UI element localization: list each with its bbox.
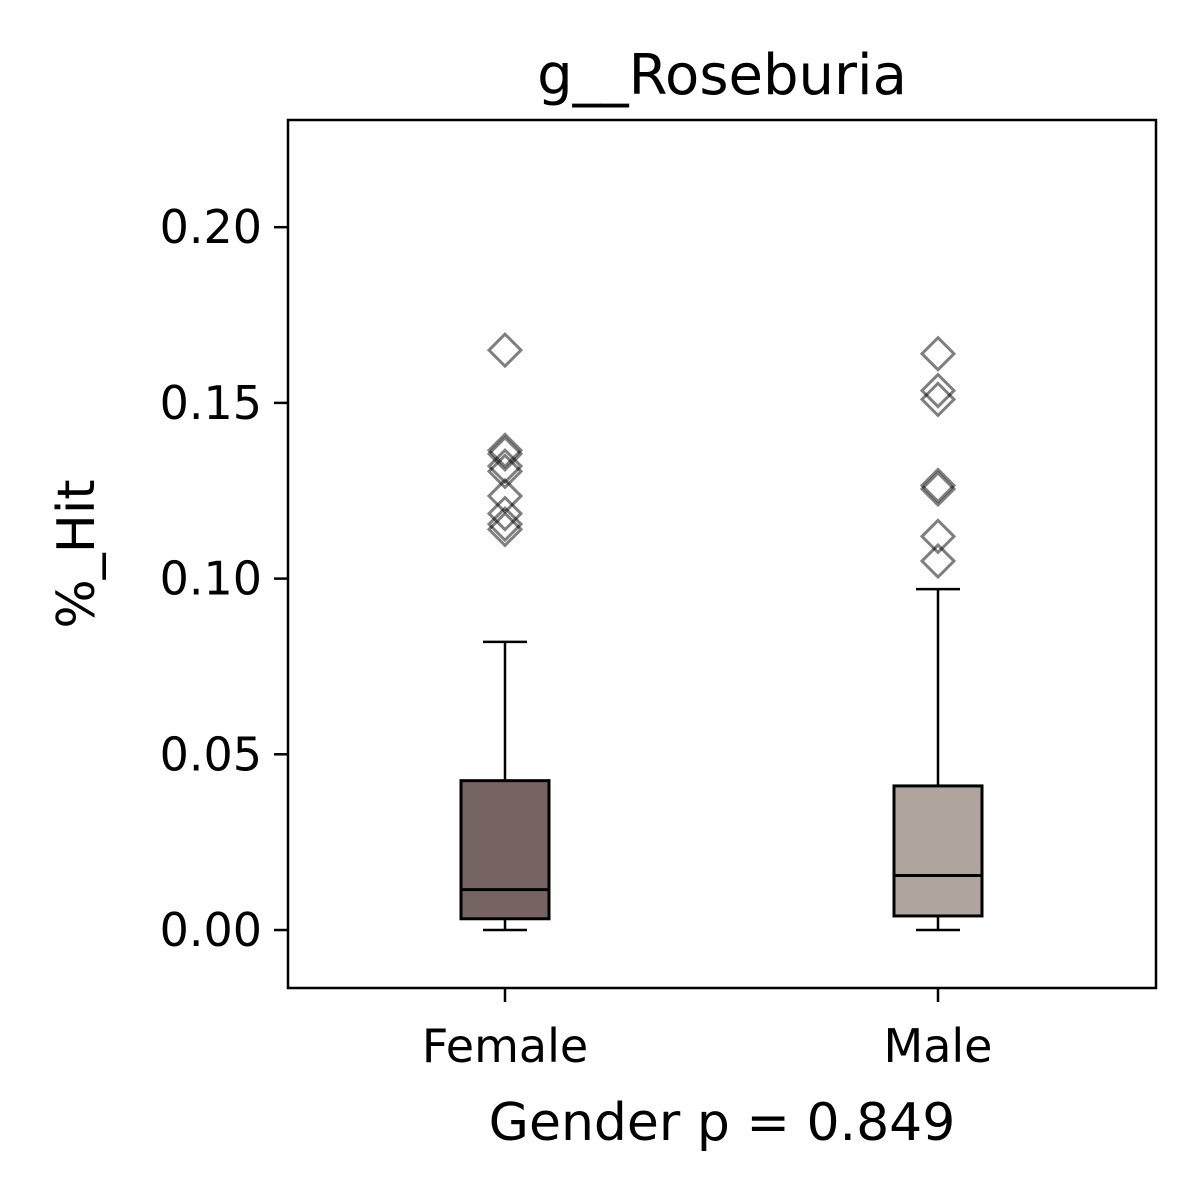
- x-tick-label: Male: [884, 1019, 993, 1073]
- y-tick-label: 0.05: [160, 727, 262, 781]
- outlier-point: [486, 432, 524, 469]
- outlier-point: [919, 467, 957, 504]
- box-group-male: [892, 335, 984, 932]
- box-body: [459, 779, 551, 921]
- outlier-point: [486, 332, 524, 369]
- y-axis: 0.00 0.05 0.10 0.15 0.20: [160, 200, 288, 957]
- outlier-point: [919, 542, 957, 580]
- outlier-point: [486, 448, 524, 485]
- y-tick-label: 0.20: [160, 200, 262, 254]
- outlier-point: [919, 335, 957, 372]
- outlier-point: [919, 518, 957, 555]
- outlier-point: [486, 453, 524, 490]
- y-tick-label: 0.00: [160, 903, 262, 957]
- outlier-point: [486, 495, 524, 532]
- outlier-point: [919, 372, 957, 409]
- y-axis-label: %_Hit: [47, 479, 107, 628]
- x-tick-label: Female: [422, 1019, 588, 1073]
- outlier-point: [919, 381, 957, 418]
- box-body: [892, 784, 984, 918]
- box-group-female: [459, 332, 551, 932]
- y-tick-label: 0.10: [160, 552, 262, 606]
- outlier-point: [486, 435, 524, 472]
- plot-content: [459, 332, 984, 932]
- chart-title: g__Roseburia: [537, 43, 907, 108]
- x-axis-label: Gender p = 0.849: [489, 1093, 956, 1153]
- y-tick-label: 0.15: [160, 376, 262, 430]
- outlier-point: [919, 470, 957, 508]
- outlier-point: [486, 506, 524, 543]
- plot-frame: [286, 118, 1158, 990]
- x-axis: Female Male: [422, 988, 993, 1073]
- outlier-point: [486, 511, 524, 548]
